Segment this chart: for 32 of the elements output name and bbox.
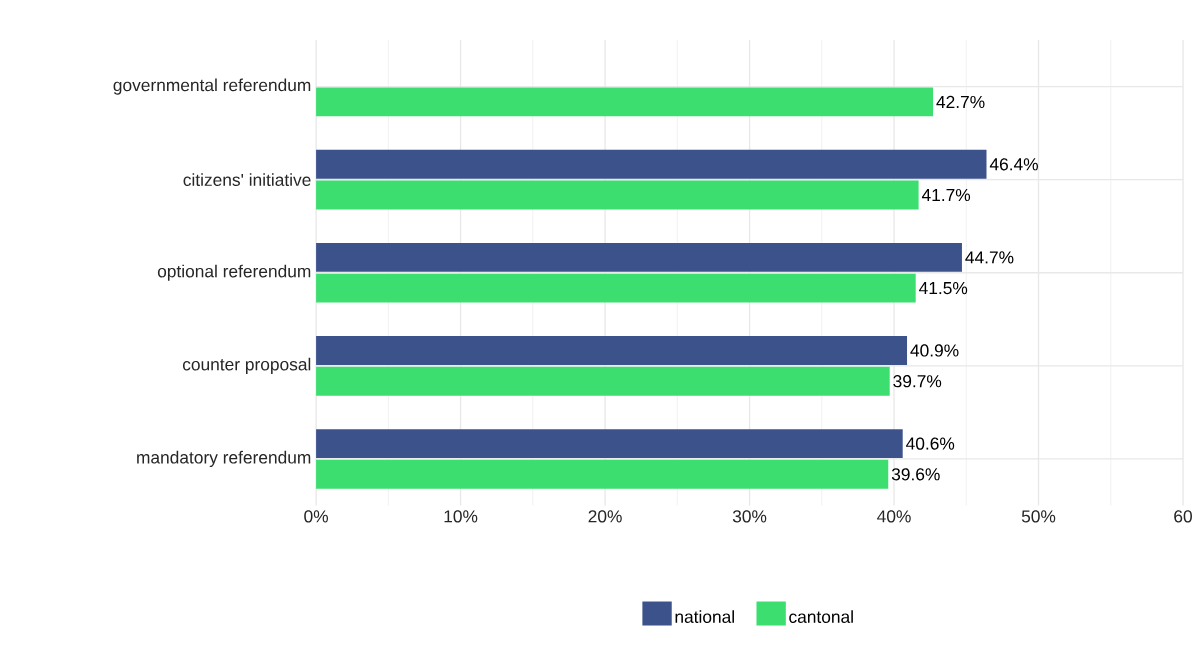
bar — [316, 180, 919, 210]
y-tick-label: mandatory referendum — [137, 450, 311, 467]
data-label: 41.7% — [921, 188, 971, 201]
x-tick-label: 40% — [877, 510, 911, 523]
data-label: 42.7% — [936, 95, 985, 108]
y-tick-label: counter proposal — [182, 357, 311, 374]
legend-label: national — [675, 610, 734, 623]
y-tick-label: optional referendum — [157, 264, 311, 281]
x-tick-label: 10% — [444, 510, 478, 523]
x-tick-label: 20% — [588, 510, 622, 523]
x-tick-label: 30% — [732, 510, 767, 523]
legend-label: cantonal — [789, 610, 853, 623]
x-tick-label: 0% — [304, 510, 329, 523]
y-tick-label: governmental referendum — [113, 78, 311, 95]
data-label: 44.7% — [965, 251, 1014, 264]
data-label: 39.7% — [893, 374, 942, 388]
x-tick-label: 50% — [1021, 510, 1056, 523]
data-label: 41.5% — [919, 281, 968, 295]
y-tick-label: citizens' initiative — [183, 173, 311, 186]
x-tick-label: 60 — [1174, 510, 1192, 523]
bar — [316, 242, 962, 272]
bar — [316, 459, 889, 489]
bar — [316, 149, 987, 179]
bar — [316, 429, 903, 458]
bar — [316, 335, 908, 365]
bar — [316, 87, 934, 117]
data-label: 40.9% — [910, 344, 959, 357]
data-label: 39.6% — [891, 468, 940, 481]
data-label: 40.6% — [906, 437, 955, 450]
data-label: 46.4% — [989, 158, 1038, 171]
bar — [316, 273, 916, 303]
bar — [316, 366, 890, 396]
